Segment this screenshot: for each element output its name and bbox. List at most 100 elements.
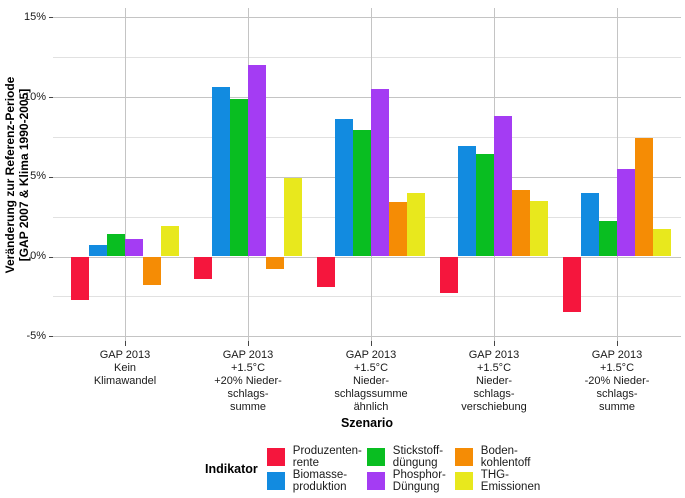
bar-produzentenrente: [317, 256, 335, 287]
legend-items: Produzenten-rente Biomasse-produktion Stic…: [266, 445, 573, 493]
legend-column: Stickstoff-düngung Phosphor- Düngung: [366, 445, 455, 493]
x-category-label: GAP 2013 +1.5°C -20% Nieder-schlags-summe: [555, 349, 679, 414]
x-category-label-line: +1.5°C: [476, 362, 512, 374]
x-category-label-line: +1.5°C: [353, 362, 389, 374]
bar-thg-emissionen: [653, 229, 671, 257]
legend-item-label-line: Biomasse-: [292, 469, 348, 481]
bar-stickstoffd-ngung: [353, 130, 371, 257]
legend-item-label-line: Produzenten-: [292, 445, 362, 457]
gridline-major: [53, 97, 681, 98]
bar-stickstoffd-ngung: [476, 154, 494, 257]
bar-produzentenrente: [440, 256, 458, 294]
x-category-label-line: Nieder-: [352, 375, 390, 387]
legend-item-label-line: kohlentoff: [480, 457, 531, 469]
legend-column: Boden-kohlentoff THG- Emissionen: [454, 445, 573, 493]
gridline-major: [53, 17, 681, 19]
gridline-minor: [53, 296, 681, 298]
x-category-label: GAP 2013 +1.5°C +20% Nieder-schlags-summe: [186, 349, 310, 414]
bar-thg-emissionen: [530, 200, 548, 257]
legend-item: Boden-kohlentoff: [454, 445, 573, 469]
x-category-label-line: ähnlich: [353, 401, 389, 413]
bar-biomasseproduktion: [581, 192, 599, 257]
x-axis-title: Szenario: [340, 416, 394, 430]
legend-swatch-thg-emissionen: [454, 472, 473, 490]
legend-item-label-line: Stickstoff-: [392, 445, 444, 457]
x-category-label-line: summe: [229, 401, 267, 413]
bar-thg-emissionen: [407, 192, 425, 257]
x-category-label-line: schlags-: [596, 388, 638, 400]
legend-item-label: Produzenten-rente: [293, 445, 362, 469]
x-category-label-line: GAP 2013: [591, 349, 643, 361]
x-tick-mark: [494, 341, 495, 346]
bar-biomasseproduktion: [458, 146, 476, 257]
x-category-label-line: schlags-: [227, 388, 269, 400]
legend-swatch-stickstoffd-ngung: [366, 448, 385, 466]
bar-stickstoffd-ngung: [107, 234, 125, 257]
y-tick-label: 10%: [23, 90, 46, 103]
x-category-label-line: Klimawandel: [93, 375, 157, 387]
bar-phosphor-d-ngung: [617, 168, 635, 257]
y-tick-mark: [49, 336, 53, 338]
x-category-label: GAP 2013 +1.5°C Nieder-schlagssumme ähnlich: [309, 349, 433, 414]
x-category-label-line: GAP 2013: [345, 349, 397, 361]
legend-item: THG- Emissionen: [454, 469, 573, 493]
bar-bodenkohlentoff: [143, 256, 161, 286]
plot-panel: [53, 8, 681, 341]
legend-swatch-produzentenrente: [266, 448, 285, 466]
bar-bodenkohlentoff: [266, 256, 284, 270]
legend-item-label: Phosphor- Düngung: [393, 469, 446, 493]
bar-bodenkohlentoff: [389, 202, 407, 257]
x-category-label-line: +1.5°C: [599, 362, 635, 374]
bar-biomasseproduktion: [89, 245, 107, 257]
x-category-label-line: +20% Nieder-: [214, 375, 282, 387]
legend-item-label: Stickstoff-düngung: [393, 445, 443, 469]
y-tick-label: 0%: [30, 250, 46, 262]
gridline-major: [53, 256, 681, 258]
legend-item-label: Boden-kohlentoff: [481, 445, 531, 469]
legend-column: Produzenten-rente Biomasse-produktion: [266, 445, 367, 493]
bar-stickstoffd-ngung: [230, 98, 248, 257]
y-tick-label: 15%: [23, 10, 46, 23]
bar-phosphor-d-ngung: [494, 116, 512, 257]
x-category-label: GAP 2013 +1.5°C Nieder-schlags-verschiebun…: [432, 349, 556, 414]
legend-item-label-line: düngung: [392, 457, 438, 469]
x-category-label-line: GAP 2013: [468, 349, 520, 361]
gridline-vertical: [125, 8, 126, 341]
legend-item-label-line: Boden-: [480, 445, 518, 457]
bar-produzentenrente: [71, 256, 89, 300]
bar-biomasseproduktion: [335, 119, 353, 257]
legend-item-label-line: rente: [292, 457, 320, 469]
x-category-label-line: verschiebung: [461, 401, 527, 413]
gridline-major: [53, 336, 681, 338]
y-tick-mark: [49, 97, 53, 98]
bar-thg-emissionen: [284, 178, 302, 257]
bar-bodenkohlentoff: [512, 189, 530, 257]
bar-phosphor-d-ngung: [371, 89, 389, 257]
y-tick-mark: [49, 256, 53, 258]
x-category-label-line: Kein: [113, 362, 137, 374]
x-category-label-line: -20% Nieder-: [584, 375, 650, 387]
legend-item: Phosphor- Düngung: [366, 469, 455, 493]
y-tick-label: -5%: [26, 329, 46, 342]
x-tick-mark: [371, 341, 372, 346]
legend-swatch-bodenkohlentoff: [454, 448, 473, 466]
y-tick-label: 5%: [30, 170, 46, 183]
legend-item: Produzenten-rente: [266, 445, 367, 469]
legend-title: Indikator: [205, 462, 258, 476]
legend-item-label: Biomasse-produktion: [293, 469, 347, 493]
gridline-minor: [53, 57, 681, 59]
x-tick-mark: [248, 341, 249, 346]
x-category-label: GAP 2013 Kein Klimawandel: [63, 349, 187, 388]
legend-item: Stickstoff-düngung: [366, 445, 455, 469]
x-category-label-line: schlagssumme: [334, 388, 408, 400]
y-tick-mark: [49, 176, 53, 178]
legend-item-label: THG- Emissionen: [481, 469, 540, 493]
legend-item: Biomasse-produktion: [266, 469, 367, 493]
bar-bodenkohlentoff: [635, 138, 653, 257]
x-category-label-line: summe: [598, 401, 636, 413]
legend-item-label-line: THG-: [480, 469, 509, 481]
x-category-label-line: GAP 2013: [222, 349, 274, 361]
legend-item-label-line: produktion: [292, 481, 347, 493]
x-category-label-line: GAP 2013: [99, 349, 151, 361]
